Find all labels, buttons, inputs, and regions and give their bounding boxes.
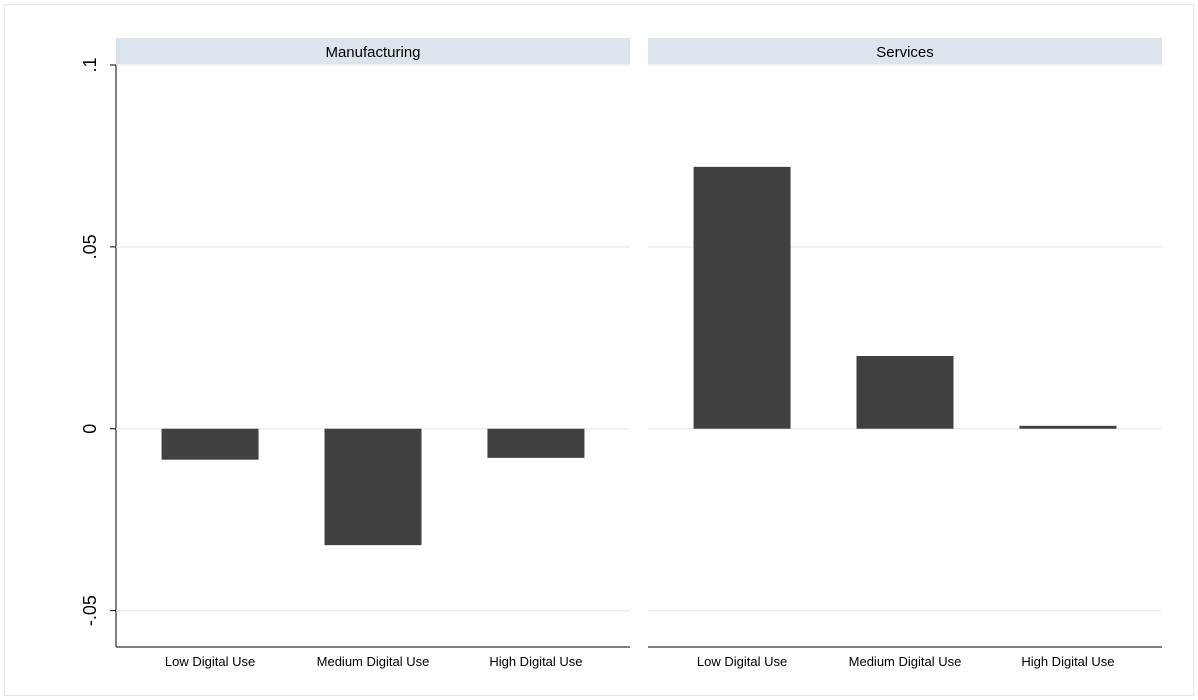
y-tick-label: .1: [80, 57, 100, 72]
x-tick-label: Medium Digital Use: [849, 654, 962, 669]
x-tick-label: Low Digital Use: [165, 654, 255, 669]
bar: [161, 428, 259, 460]
y-tick-label: .05: [80, 234, 100, 259]
figure-border: [4, 4, 1194, 696]
panel-title: Manufacturing: [325, 44, 420, 61]
x-tick-label: High Digital Use: [489, 654, 582, 669]
x-tick-label: Low Digital Use: [697, 654, 787, 669]
panel-services: Services Low Digital Use Medium Digital Us…: [648, 38, 1162, 669]
y-tick-label: -.05: [80, 595, 100, 626]
bar: [324, 428, 422, 546]
bar: [487, 428, 585, 458]
x-tick-label: High Digital Use: [1021, 654, 1114, 669]
bar: [693, 166, 791, 429]
bar: [856, 356, 954, 429]
panel-header: [648, 38, 1162, 64]
panel-manufacturing: Manufacturing Low Digital Use Medium Digit…: [116, 38, 630, 669]
bar: [1019, 425, 1117, 429]
x-tick-label: Medium Digital Use: [317, 654, 430, 669]
panel-title: Services: [876, 44, 934, 61]
panel-header: [116, 38, 630, 64]
y-tick-label: 0: [80, 424, 100, 434]
